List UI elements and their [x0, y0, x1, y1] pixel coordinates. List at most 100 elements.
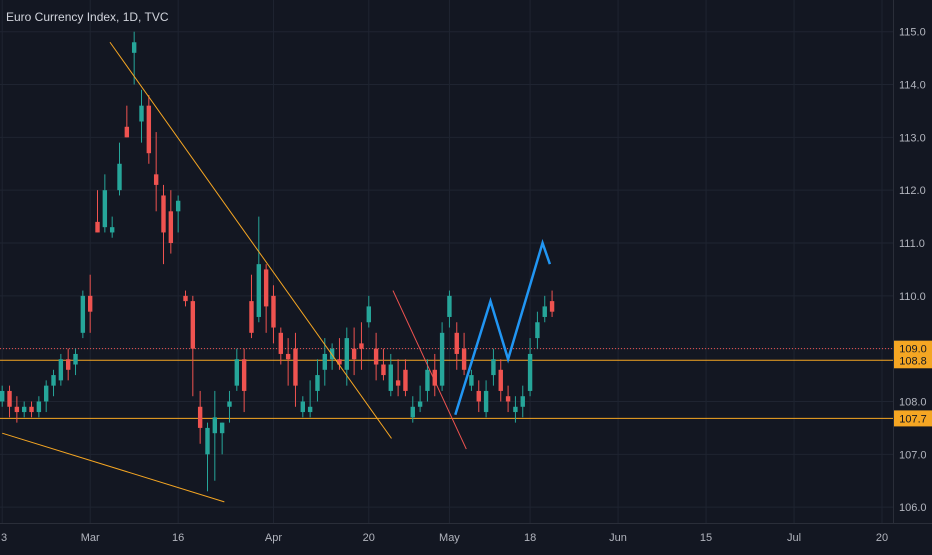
candle-body[interactable]	[498, 369, 503, 391]
candle-body[interactable]	[381, 364, 386, 376]
candle-body[interactable]	[14, 406, 20, 413]
candle-body[interactable]	[476, 390, 481, 402]
candle-body[interactable]	[131, 42, 137, 53]
candle-body[interactable]	[263, 269, 269, 307]
candle-body[interactable]	[359, 343, 364, 349]
candle-body[interactable]	[278, 332, 284, 354]
candle-body[interactable]	[410, 406, 415, 418]
candle-body[interactable]	[513, 406, 518, 413]
x-tick-label: Jun	[609, 532, 627, 544]
candle-body[interactable]	[227, 401, 232, 407]
candle-body[interactable]	[197, 406, 203, 428]
candle-body[interactable]	[373, 348, 379, 365]
candle-body[interactable]	[36, 401, 42, 413]
candle-body[interactable]	[80, 295, 86, 333]
candle-body[interactable]	[51, 375, 56, 386]
candle-body[interactable]	[73, 353, 78, 365]
price-label-text: 108.8	[899, 355, 927, 367]
candle-body[interactable]	[21, 406, 27, 413]
candle-body[interactable]	[183, 295, 188, 302]
x-tick-label: Jul	[787, 532, 801, 544]
y-tick-label: 111.0	[899, 238, 925, 250]
candle-body[interactable]	[454, 332, 459, 354]
candle-body[interactable]	[520, 396, 525, 407]
trendline-short-resistance[interactable]	[392, 290, 467, 450]
candle-body[interactable]	[109, 227, 115, 233]
candle-body[interactable]	[95, 221, 100, 233]
candle-body[interactable]	[388, 364, 393, 391]
candle-body[interactable]	[241, 359, 247, 391]
candle-body[interactable]	[249, 301, 254, 333]
candle-body[interactable]	[29, 406, 34, 413]
candle-body[interactable]	[491, 359, 496, 376]
candle-body[interactable]	[293, 348, 298, 386]
candle-body[interactable]	[329, 348, 335, 360]
candle-body[interactable]	[344, 338, 349, 370]
candle-body[interactable]	[124, 126, 130, 138]
candle-body[interactable]	[175, 200, 181, 212]
candle-body[interactable]	[425, 369, 430, 391]
candle-body[interactable]	[351, 348, 357, 360]
candle-body[interactable]	[117, 163, 122, 191]
candle-body[interactable]	[153, 174, 159, 185]
candle-body[interactable]	[271, 295, 276, 328]
candle-body[interactable]	[43, 385, 49, 402]
candle-body[interactable]	[549, 301, 555, 312]
candle-body[interactable]	[139, 105, 144, 122]
y-tick-label: 113.0	[899, 132, 926, 144]
candle-body[interactable]	[417, 401, 423, 407]
projection-path[interactable]	[454, 238, 552, 416]
candle-body[interactable]	[527, 353, 533, 391]
candle-body[interactable]	[315, 375, 320, 391]
candle-body[interactable]	[337, 359, 342, 365]
candle-body[interactable]	[469, 375, 474, 386]
candle-body[interactable]	[366, 306, 371, 323]
candle-body[interactable]	[307, 406, 313, 413]
candle-body[interactable]	[7, 390, 12, 407]
trendline-upper-resistance[interactable]	[109, 41, 392, 439]
candle-body[interactable]	[168, 211, 174, 244]
candle-body[interactable]	[439, 332, 445, 386]
candle-body[interactable]	[65, 359, 71, 370]
candle-body[interactable]	[322, 353, 327, 370]
candle-body[interactable]	[146, 105, 152, 154]
x-tick-label: 20	[876, 532, 888, 544]
candle-body[interactable]	[461, 348, 467, 370]
time-axis[interactable]: 3 Mar 16 Apr 20 May 18 Jun 15 Jul 20	[1, 532, 888, 544]
x-tick-label: 18	[524, 532, 536, 544]
x-tick-label: Apr	[265, 532, 282, 544]
candle-body[interactable]	[447, 295, 452, 317]
y-tick-label: 114.0	[899, 80, 926, 92]
candle-body[interactable]	[483, 390, 489, 413]
candle-body[interactable]	[395, 380, 401, 386]
candle-body[interactable]	[234, 359, 240, 386]
candle-body[interactable]	[542, 306, 547, 317]
drawings[interactable]	[2, 41, 552, 503]
y-tick-label: 115.0	[899, 27, 926, 39]
candle-body[interactable]	[535, 322, 540, 339]
candle-body[interactable]	[505, 396, 511, 402]
candle-body[interactable]	[58, 359, 64, 381]
candle-body[interactable]	[87, 295, 93, 312]
trendline-lower-support[interactable]	[2, 432, 225, 503]
candle-body[interactable]	[205, 427, 210, 455]
candle-body[interactable]	[432, 369, 437, 386]
y-tick-label: 106.0	[899, 502, 927, 514]
candle-body[interactable]	[256, 264, 262, 317]
candle-body[interactable]	[102, 190, 108, 228]
x-tick-label: 3	[1, 532, 7, 544]
candle-body[interactable]	[285, 353, 291, 360]
y-tick-label: 107.0	[899, 449, 927, 461]
candles[interactable]	[0, 31, 555, 492]
candle-body[interactable]	[300, 401, 305, 413]
horizontal-lines	[0, 348, 893, 419]
candle-body[interactable]	[0, 390, 5, 402]
candle-body[interactable]	[403, 369, 408, 391]
candle-body[interactable]	[219, 422, 225, 434]
candle-body[interactable]	[212, 417, 218, 434]
candle-body[interactable]	[190, 301, 196, 349]
candle-body[interactable]	[161, 195, 166, 233]
